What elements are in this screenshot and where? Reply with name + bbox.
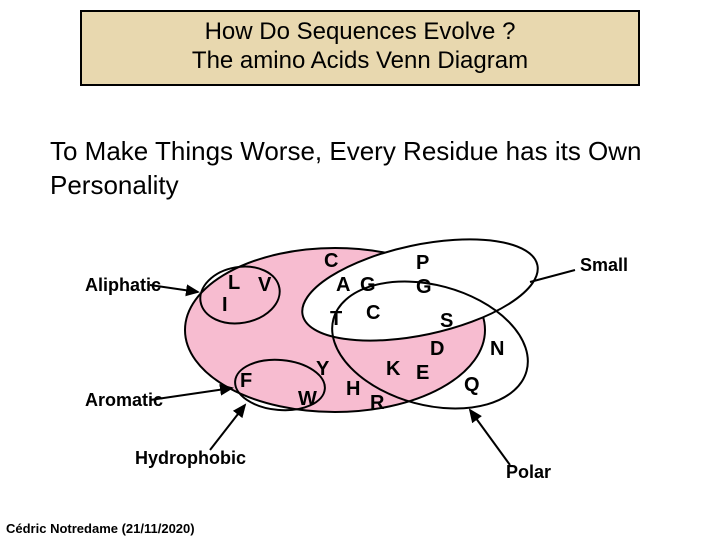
aa-D: D xyxy=(430,338,444,361)
aa-C1: C xyxy=(324,250,338,273)
label-aliphatic: Aliphatic xyxy=(85,275,161,296)
hydrophobic-arrow xyxy=(210,405,245,450)
aa-S: S xyxy=(440,310,453,333)
label-small: Small xyxy=(580,255,628,276)
small-arrow xyxy=(530,270,575,282)
aa-W: W xyxy=(298,388,317,411)
aa-A: A xyxy=(336,274,350,297)
aa-L: L xyxy=(228,272,240,295)
aa-R: R xyxy=(370,392,384,415)
title-box: How Do Sequences Evolve ? The amino Acid… xyxy=(80,10,640,86)
label-aromatic: Aromatic xyxy=(85,390,163,411)
aa-G2: G xyxy=(416,276,432,299)
aa-Y: Y xyxy=(316,358,329,381)
aa-C2: C xyxy=(366,302,380,325)
venn-diagram: Aliphatic Aromatic Hydrophobic Small Pol… xyxy=(0,230,720,490)
footer: Cédric Notredame (21/11/2020) xyxy=(6,521,195,536)
label-polar: Polar xyxy=(506,462,551,483)
aa-Q: Q xyxy=(464,374,480,397)
aa-K: K xyxy=(386,358,400,381)
aa-G1: G xyxy=(360,274,376,297)
title-line-2: The amino Acids Venn Diagram xyxy=(92,47,628,76)
title-line-1: How Do Sequences Evolve ? xyxy=(92,18,628,47)
aa-F: F xyxy=(240,370,252,393)
subtitle: To Make Things Worse, Every Residue has … xyxy=(50,135,690,203)
aa-E: E xyxy=(416,362,429,385)
aa-T: T xyxy=(330,308,342,331)
label-hydrophobic: Hydrophobic xyxy=(135,448,246,469)
polar-arrow xyxy=(470,410,510,465)
aa-H: H xyxy=(346,378,360,401)
aa-N: N xyxy=(490,338,504,361)
aa-P: P xyxy=(416,252,429,275)
aa-V: V xyxy=(258,274,271,297)
aa-I: I xyxy=(222,294,228,317)
slide: How Do Sequences Evolve ? The amino Acid… xyxy=(0,0,720,540)
